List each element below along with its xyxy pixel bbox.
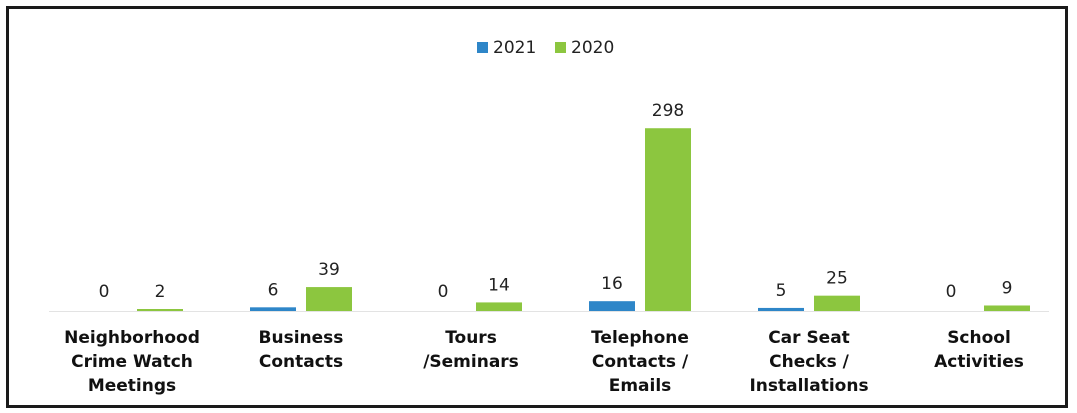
bar-2020-0 [137, 309, 183, 311]
category-label-2: Tours/Seminars [423, 328, 519, 372]
category-label-line: Neighborhood [64, 328, 200, 348]
category-label-line: School [947, 328, 1011, 348]
category-label-5: School Activities [934, 328, 1024, 372]
bars-group [137, 128, 1030, 311]
data-label-2020-4: 25 [826, 269, 848, 289]
data-label-2020-3: 298 [652, 101, 684, 121]
category-label-line: Car Seat [768, 328, 850, 348]
category-label-line: Installations [749, 376, 868, 396]
data-label-2020-5: 9 [1002, 278, 1013, 298]
legend: 2021 2020 [477, 38, 614, 58]
legend-label-2021: 2021 [493, 38, 536, 58]
bar-2020-4 [814, 295, 860, 311]
category-label-0: Neighborhood Crime Watch Meetings [64, 328, 200, 396]
data-label-2020-2: 14 [488, 275, 510, 295]
bar-2021-4 [758, 307, 804, 311]
category-label-3: Telephone Contacts / Emails [591, 328, 689, 396]
data-labels-group: 0 2 6 39 0 14 16 298 5 25 0 9 [99, 101, 1013, 302]
data-label-2021-0: 0 [99, 282, 110, 302]
bar-2021-1 [250, 307, 296, 311]
category-label-line: Telephone [591, 328, 689, 348]
bar-2020-2 [476, 302, 522, 311]
bar-2020-3 [645, 128, 691, 311]
chart-frame: 2021 2020 0 2 6 39 0 14 16 298 5 25 0 9 Neighborhood… [6, 6, 1068, 408]
category-label-1: Business Contacts [259, 328, 344, 372]
category-label-line: Crime Watch [71, 352, 193, 372]
category-label-line: Contacts / [592, 352, 689, 372]
data-label-2020-0: 2 [155, 282, 166, 302]
category-label-line: Activities [934, 352, 1024, 372]
data-label-2021-3: 16 [601, 274, 623, 294]
category-label-4: Car Seat Checks / Installations [749, 328, 868, 396]
data-label-2020-1: 39 [318, 260, 340, 280]
category-labels-group: Neighborhood Crime Watch Meetings Business C… [64, 328, 1024, 396]
category-label-line: Checks / [769, 352, 850, 372]
bar-2020-5 [984, 305, 1030, 311]
category-label-line: /Seminars [423, 352, 519, 372]
bar-2020-1 [306, 287, 352, 311]
data-label-2021-1: 6 [268, 280, 279, 300]
legend-swatch-2021 [477, 42, 488, 53]
legend-swatch-2020 [555, 42, 566, 53]
category-label-line: Meetings [88, 376, 176, 396]
category-label-line: Tours [445, 328, 497, 348]
data-label-2021-2: 0 [438, 282, 449, 302]
category-label-line: Contacts [259, 352, 343, 372]
legend-label-2020: 2020 [571, 38, 614, 58]
category-label-line: Business [259, 328, 344, 348]
bar-chart: 2021 2020 0 2 6 39 0 14 16 298 5 25 0 9 Neighborhood… [49, 38, 1049, 396]
category-label-line: Emails [609, 376, 672, 396]
data-label-2021-5: 0 [946, 282, 957, 302]
data-label-2021-4: 5 [776, 281, 787, 301]
bar-2021-3 [589, 301, 635, 311]
